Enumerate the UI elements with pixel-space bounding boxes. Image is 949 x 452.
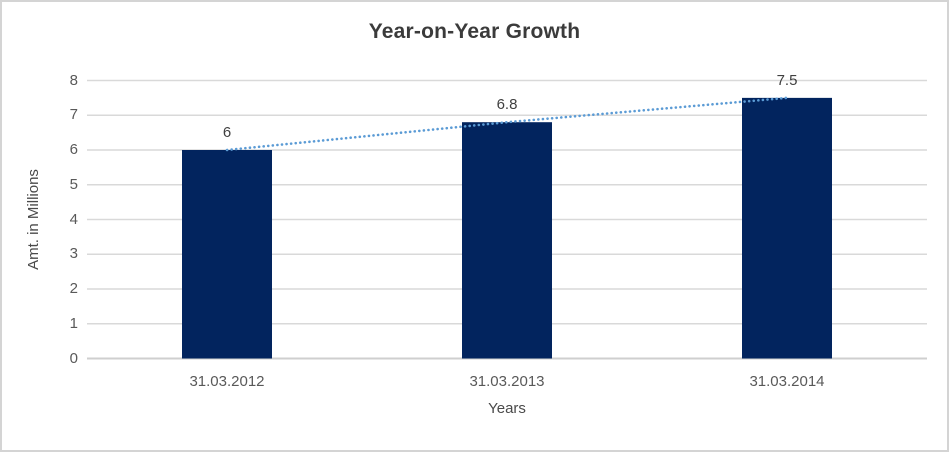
y-tick-label: 0 [69, 349, 78, 367]
bar-value-label: 6.8 [496, 96, 518, 114]
y-tick-label: 2 [69, 280, 78, 297]
chart-title: Year-on-Year Growth [368, 20, 581, 43]
y-tick-label: 5 [69, 175, 78, 193]
y-tick-label: 7 [69, 106, 78, 124]
x-axis-title: Years [488, 400, 526, 417]
y-tick-label: 6 [69, 141, 78, 158]
y-tick-label: 3 [69, 245, 78, 263]
bar [462, 122, 552, 359]
y-tick-label: 4 [69, 210, 78, 228]
bar [182, 150, 272, 359]
bar-value-label: 6 [222, 124, 232, 141]
y-tick-label: 8 [69, 71, 78, 89]
y-tick-label: 1 [69, 314, 78, 332]
x-tick-label: 31.03.2013 [469, 373, 545, 390]
x-tick-label: 31.03.2012 [189, 373, 265, 390]
trendline [225, 96, 789, 152]
x-tick-label: 31.03.2014 [749, 373, 825, 390]
bar-value-label: 7.5 [776, 71, 798, 89]
bar [742, 97, 832, 359]
